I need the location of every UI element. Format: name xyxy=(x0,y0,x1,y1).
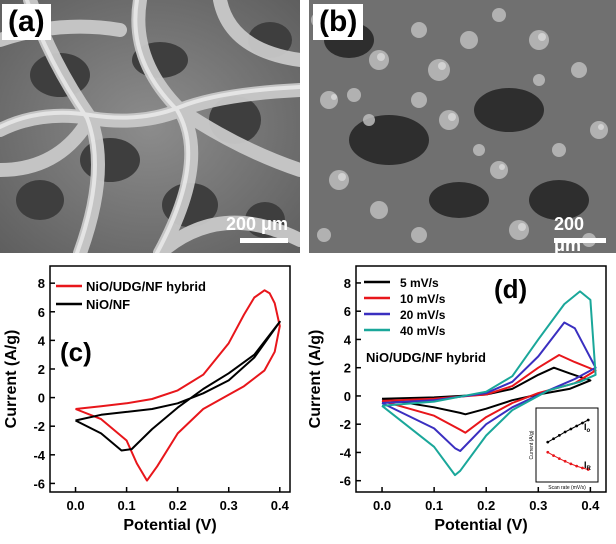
y-tick-label-2: -2 xyxy=(339,417,351,432)
chart-title-d: NiO/UDG/NF hybrid xyxy=(366,350,486,365)
inset-point-0-6 xyxy=(581,421,584,425)
legend-label-1: 10 mV/s xyxy=(400,292,446,306)
inset-point-1-3 xyxy=(563,459,567,463)
inset-chart: Scan rate (mV/s) Current (A/g) Io IR xyxy=(529,407,599,491)
inset-point-0-0 xyxy=(546,440,550,444)
inset-point-1-5 xyxy=(575,464,579,468)
panel-a: (a) 200 μm xyxy=(0,0,300,253)
panel-label-c: (c) xyxy=(60,337,92,367)
inset-label-oxidation: Io xyxy=(584,422,591,434)
y-axis-label: Current (A/g) xyxy=(307,330,324,429)
x-axis-label: Potential (V) xyxy=(123,517,216,534)
inset-label-reduction: IR xyxy=(584,460,592,472)
inset-point-1-1 xyxy=(552,454,555,458)
inset-point-1-2 xyxy=(557,457,561,461)
series-line-1 xyxy=(75,320,281,452)
x-tick-label-3: 0.3 xyxy=(529,498,547,513)
x-tick-label-0: 0.0 xyxy=(373,498,391,513)
legend-label-2: 20 mV/s xyxy=(400,308,446,322)
legend-label-1: NiO/NF xyxy=(86,297,130,312)
series-line-1 xyxy=(381,354,597,434)
panel-label-d: (d) xyxy=(494,274,527,304)
x-tick-label-1: 0.1 xyxy=(118,498,136,513)
inset-point-1-7 xyxy=(586,468,590,471)
series-line-0 xyxy=(381,366,592,416)
y-tick-label-5: 4 xyxy=(38,333,46,348)
scale-bar-a xyxy=(240,238,288,243)
inset-point-0-2 xyxy=(557,433,561,437)
x-tick-label-0: 0.0 xyxy=(66,498,84,513)
y-axis-label: Current (A/g) xyxy=(3,330,20,429)
y-tick-label-5: 4 xyxy=(344,332,352,347)
sem-image-a xyxy=(0,0,300,253)
inset-point-0-1 xyxy=(552,437,555,441)
plot-frame xyxy=(49,265,291,493)
y-tick-label-7: 8 xyxy=(344,276,351,291)
x-tick-label-4: 0.4 xyxy=(581,498,600,513)
y-tick-label-1: -4 xyxy=(339,445,351,460)
inset-point-1-6 xyxy=(581,466,584,470)
panel-d: 0.0 0.1 0.2 0.3 0.4 -6 -4 -2 0 2 4 6 8 Potential (V) C… xyxy=(304,258,616,539)
inset-point-0-4 xyxy=(569,427,573,431)
y-tick-label-6: 6 xyxy=(344,304,351,319)
inset-label-reduction-sub: R xyxy=(587,466,592,472)
inset-x-label: Scan rate (mV/s) xyxy=(548,485,586,491)
y-tick-label-7: 8 xyxy=(38,276,45,291)
panel-label-a: (a) xyxy=(2,4,51,40)
inset-point-0-5 xyxy=(575,424,579,428)
inset-point-0-3 xyxy=(563,430,567,434)
y-tick-label-0: -6 xyxy=(33,476,45,491)
plot-frame xyxy=(355,265,607,493)
legend-label-0: 5 mV/s xyxy=(400,276,439,290)
y-tick-label-3: 0 xyxy=(38,391,45,406)
y-tick-label-2: -2 xyxy=(33,419,45,434)
inset-point-1-4 xyxy=(569,462,573,466)
panel-b: (b) 200 μm xyxy=(309,0,616,255)
y-tick-label-6: 6 xyxy=(38,305,45,320)
scale-bar-label-b: 200 μm xyxy=(554,214,585,255)
legend-label-3: 40 mV/s xyxy=(400,324,446,338)
series-line-3 xyxy=(381,290,597,477)
inset-point-0-7 xyxy=(586,418,590,422)
legend-label-0: NiO/UDG/NF hybrid xyxy=(86,279,206,294)
y-tick-label-4: 2 xyxy=(38,362,45,377)
inset-point-1-0 xyxy=(546,450,550,454)
inset-y-label: Current (A/g) xyxy=(529,430,535,459)
x-axis-label: Potential (V) xyxy=(434,517,527,534)
x-tick-label-4: 0.4 xyxy=(271,498,290,513)
y-tick-label-3: 0 xyxy=(344,389,351,404)
series-line-0 xyxy=(75,289,281,482)
x-tick-label-2: 0.2 xyxy=(477,498,495,513)
x-tick-label-3: 0.3 xyxy=(220,498,238,513)
panel-c: 0.0 0.1 0.2 0.3 0.4 -6 -4 -2 0 2 4 6 8 Potential (V) C… xyxy=(0,258,300,539)
y-tick-label-0: -6 xyxy=(339,474,351,489)
y-tick-label-4: 2 xyxy=(344,361,351,376)
panel-label-b: (b) xyxy=(313,4,364,40)
y-tick-label-1: -4 xyxy=(33,448,45,463)
cv-chart-c: 0.0 0.1 0.2 0.3 0.4 -6 -4 -2 0 2 4 6 8 Potential (V) C… xyxy=(3,265,291,534)
inset-label-oxidation-sub: o xyxy=(587,428,591,434)
series-line-2 xyxy=(381,321,597,452)
x-tick-label-2: 0.2 xyxy=(169,498,187,513)
scale-bar-label-a: 200 μm xyxy=(226,214,289,234)
cv-chart-d: 0.0 0.1 0.2 0.3 0.4 -6 -4 -2 0 2 4 6 8 Potential (V) C… xyxy=(307,265,607,534)
x-tick-label-1: 0.1 xyxy=(425,498,443,513)
scale-bar-b xyxy=(554,238,606,243)
sem-image-b xyxy=(309,0,616,253)
